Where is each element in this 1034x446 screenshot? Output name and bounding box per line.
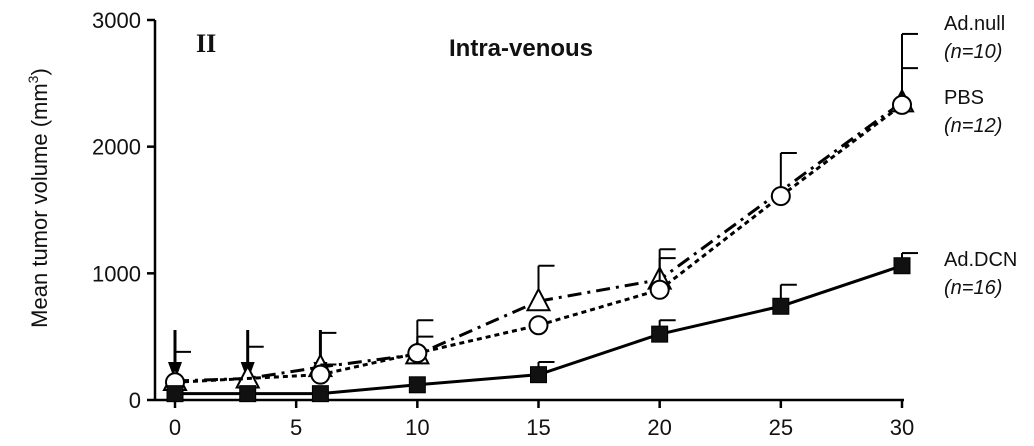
legend-pbs-name: PBS: [944, 87, 984, 109]
data-point-circle: [770, 186, 791, 207]
y-axis-label-main: Mean tumor volume (mm: [27, 83, 52, 328]
data-point-square: [166, 385, 184, 403]
data-point-square: [239, 385, 257, 403]
y-tick-label: 3000: [92, 8, 141, 33]
series-line: [174, 103, 903, 384]
series-ad-null: [162, 67, 918, 391]
x-tick-label: 25: [769, 415, 793, 440]
data-point-square: [772, 297, 790, 315]
data-point-circle: [310, 364, 331, 385]
legend-addcn-n: (n=16): [944, 277, 1002, 299]
series-line: [174, 101, 903, 383]
axes: 0 1000 2000 3000 0 5 10 15 20 25 30: [92, 8, 914, 440]
x-tick-label: 0: [169, 415, 181, 440]
panel-label: II: [196, 29, 216, 58]
plot-area: [162, 32, 918, 403]
chart-text: II Intra-venous Mean tumor volume (mm3) …: [25, 13, 1017, 328]
series-line: [175, 264, 903, 396]
x-tick-label: 15: [526, 415, 550, 440]
x-tick-label: 20: [647, 415, 671, 440]
legend-pbs-n: (n=12): [944, 115, 1002, 137]
data-point-circle: [649, 279, 670, 300]
data-point-circle: [407, 343, 428, 364]
data-point-circle: [528, 315, 549, 336]
data-point-square: [893, 257, 911, 275]
data-point-square: [311, 385, 329, 403]
y-tick-label: 0: [129, 388, 141, 413]
legend-adnull-name: Ad.null: [944, 13, 1005, 35]
data-point-triangle: [525, 287, 552, 312]
data-point-square: [530, 366, 547, 384]
series-pbs: [165, 32, 918, 393]
x-tick-label: 30: [890, 415, 914, 440]
y-axis-label-superscript: 3: [25, 75, 41, 83]
y-axis-label: Mean tumor volume (mm3): [25, 68, 52, 328]
data-point-square: [408, 376, 426, 394]
data-point-circle: [892, 94, 912, 115]
x-tick-label: 5: [290, 415, 302, 440]
y-tick-label: 2000: [92, 135, 141, 160]
y-axis-label-close: ): [27, 68, 52, 75]
chart-title: Intra-venous: [449, 35, 593, 62]
legend-adnull-n: (n=10): [944, 41, 1002, 63]
legend-addcn-name: Ad.DCN: [944, 249, 1017, 271]
data-point-square: [651, 325, 669, 343]
series-ad-dcn: [166, 252, 918, 403]
y-tick-label: 1000: [92, 261, 141, 286]
x-tick-label: 10: [405, 415, 429, 440]
